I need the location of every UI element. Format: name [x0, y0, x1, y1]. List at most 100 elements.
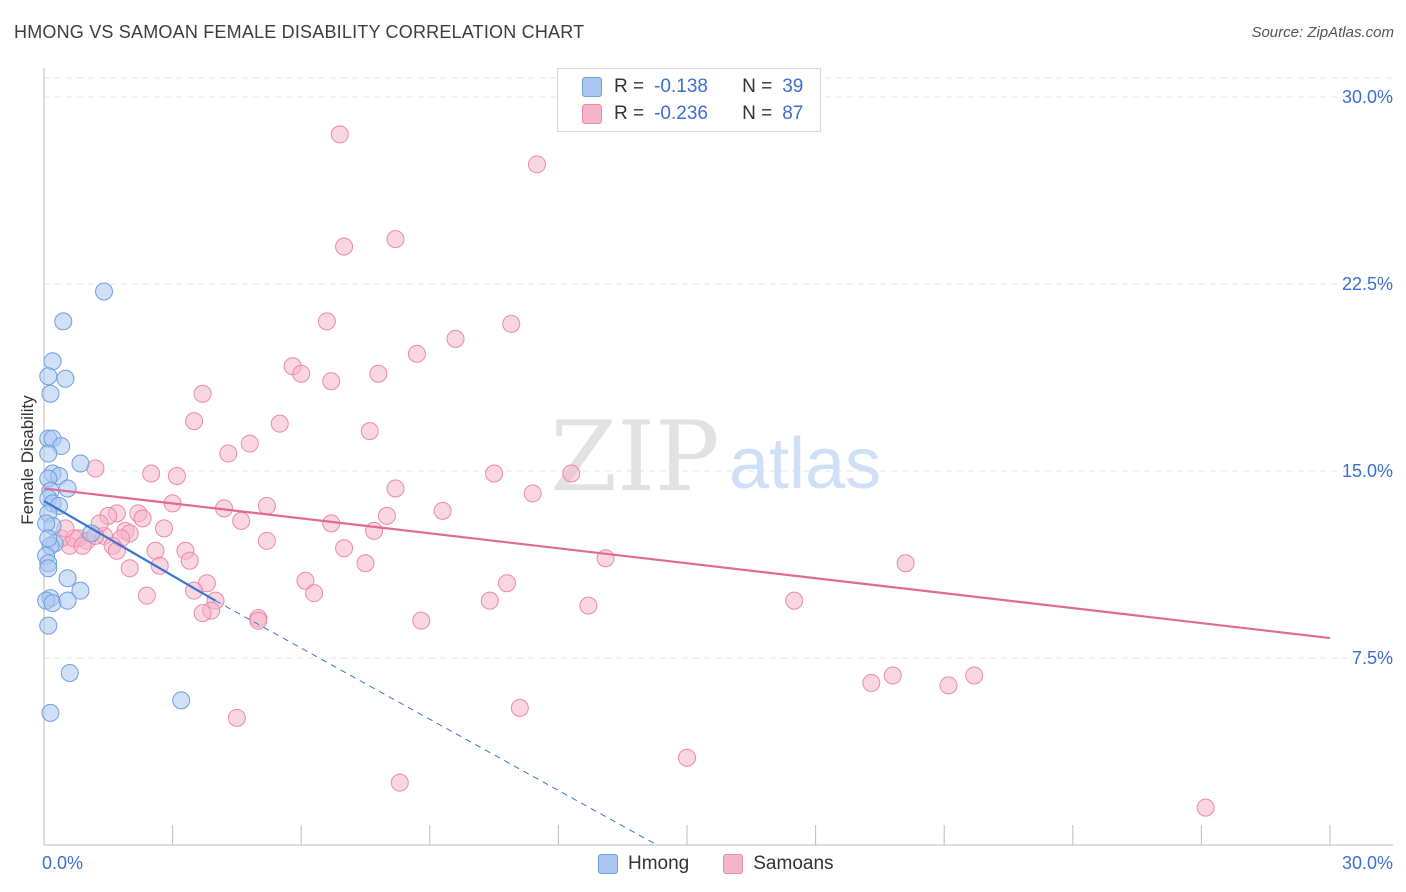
hmong-trend-line [43, 499, 217, 602]
watermark: ZIP atlas [550, 401, 881, 513]
n-label: N = [742, 76, 773, 97]
gridlines [44, 77, 1393, 659]
hmong-point [172, 691, 191, 710]
samoans-point [377, 506, 396, 525]
samoans-point [386, 230, 405, 249]
r-label: R = [614, 103, 645, 124]
n-value: 87 [782, 103, 804, 124]
samoans-swatch [582, 104, 602, 124]
hmong-point [41, 384, 60, 403]
r-label: R = [614, 76, 645, 97]
samoans-point [939, 676, 958, 695]
hmong-point [39, 529, 58, 548]
hmong-point [54, 312, 73, 331]
stats-row-samoans: R = -0.236 N = 87 [582, 101, 803, 127]
samoans-point [133, 509, 152, 528]
hmong-point [71, 581, 90, 600]
samoans-point [523, 484, 542, 503]
trend-lines [43, 487, 1331, 846]
legend-item-samoans[interactable]: Samoans [723, 853, 834, 875]
samoans-point [862, 673, 881, 692]
samoans-point [407, 344, 426, 363]
samoans-point [386, 479, 405, 498]
hmong-point [43, 352, 62, 371]
hmong-point [37, 514, 56, 533]
hmong-point [41, 703, 60, 722]
hmong-point [71, 454, 90, 473]
samoans-point [193, 384, 212, 403]
samoans-point [146, 541, 165, 560]
samoans-point [257, 496, 276, 515]
samoans-point [369, 364, 388, 383]
hmong-points [37, 282, 191, 722]
legend-item-hmong[interactable]: Hmong [598, 853, 689, 875]
hmong-point [39, 559, 58, 578]
samoans-point [185, 412, 204, 431]
samoans-point [292, 364, 311, 383]
samoans-point [296, 571, 315, 590]
n-value: 39 [782, 76, 804, 97]
y-tick-label: 30.0% [1342, 87, 1393, 107]
samoans-point [142, 464, 161, 483]
stats-legend: R = -0.138 N = 39 R = -0.236 N = 87 [557, 68, 821, 132]
samoans-point [562, 464, 581, 483]
samoans-point [527, 155, 546, 174]
hmong-point [60, 663, 79, 682]
hmong-point [58, 591, 77, 610]
samoans-point [335, 539, 354, 558]
samoans-swatch [723, 854, 744, 874]
hmong-trend-extension [215, 600, 658, 846]
stats-row-hmong: R = -0.138 N = 39 [582, 74, 803, 100]
samoans-point [390, 773, 409, 792]
x-tick-label-min: 0.0% [42, 853, 83, 873]
samoans-point [485, 464, 504, 483]
samoans-point [180, 551, 199, 570]
samoans-point [965, 666, 984, 685]
legend-label-samoans: Samoans [753, 853, 834, 874]
samoans-point [896, 554, 915, 573]
samoans-point [579, 596, 598, 615]
y-tick-label: 22.5% [1342, 274, 1393, 294]
n-label: N = [742, 103, 773, 124]
samoans-point [678, 748, 696, 767]
samoans-point [365, 521, 384, 540]
samoans-point [155, 519, 174, 538]
samoans-point [317, 312, 336, 331]
samoans-point [433, 501, 452, 520]
samoans-point [120, 559, 139, 578]
samoans-point [86, 459, 105, 478]
watermark-atlas: atlas [729, 424, 881, 504]
samoans-point [335, 237, 354, 256]
samoans-point [193, 604, 212, 623]
hmong-point [39, 367, 58, 386]
series-legend: Hmong Samoans [598, 852, 868, 876]
samoans-point [305, 584, 324, 603]
tick-labels: 0.0% 30.0% 7.5% 15.0% 22.5% 30.0% [42, 87, 1393, 873]
samoans-trend-line [43, 487, 1331, 640]
hmong-point [58, 479, 77, 498]
hmong-point [39, 616, 58, 635]
samoans-point [883, 666, 902, 685]
legend-label-hmong: Hmong [628, 853, 690, 874]
samoans-point [497, 574, 516, 593]
chart-title: HMONG VS SAMOAN FEMALE DISABILITY CORREL… [14, 22, 585, 42]
samoans-point [480, 591, 499, 610]
hmong-swatch [598, 854, 618, 874]
hmong-point [43, 594, 62, 613]
samoans-point [249, 611, 268, 630]
samoans-point [107, 541, 126, 560]
r-value: -0.138 [654, 76, 708, 97]
hmong-point [56, 369, 75, 388]
samoans-point [1196, 798, 1215, 817]
x-tick-label-max: 30.0% [1342, 853, 1393, 873]
samoans-point [232, 511, 251, 530]
hmong-point [39, 444, 58, 463]
samoans-point [446, 329, 465, 348]
source-label: Source: ZipAtlas.com [1251, 24, 1394, 41]
hmong-point [95, 282, 114, 301]
samoans-point [322, 372, 341, 391]
hmong-point [58, 569, 77, 588]
samoans-point [240, 434, 259, 453]
samoans-point [510, 698, 529, 717]
